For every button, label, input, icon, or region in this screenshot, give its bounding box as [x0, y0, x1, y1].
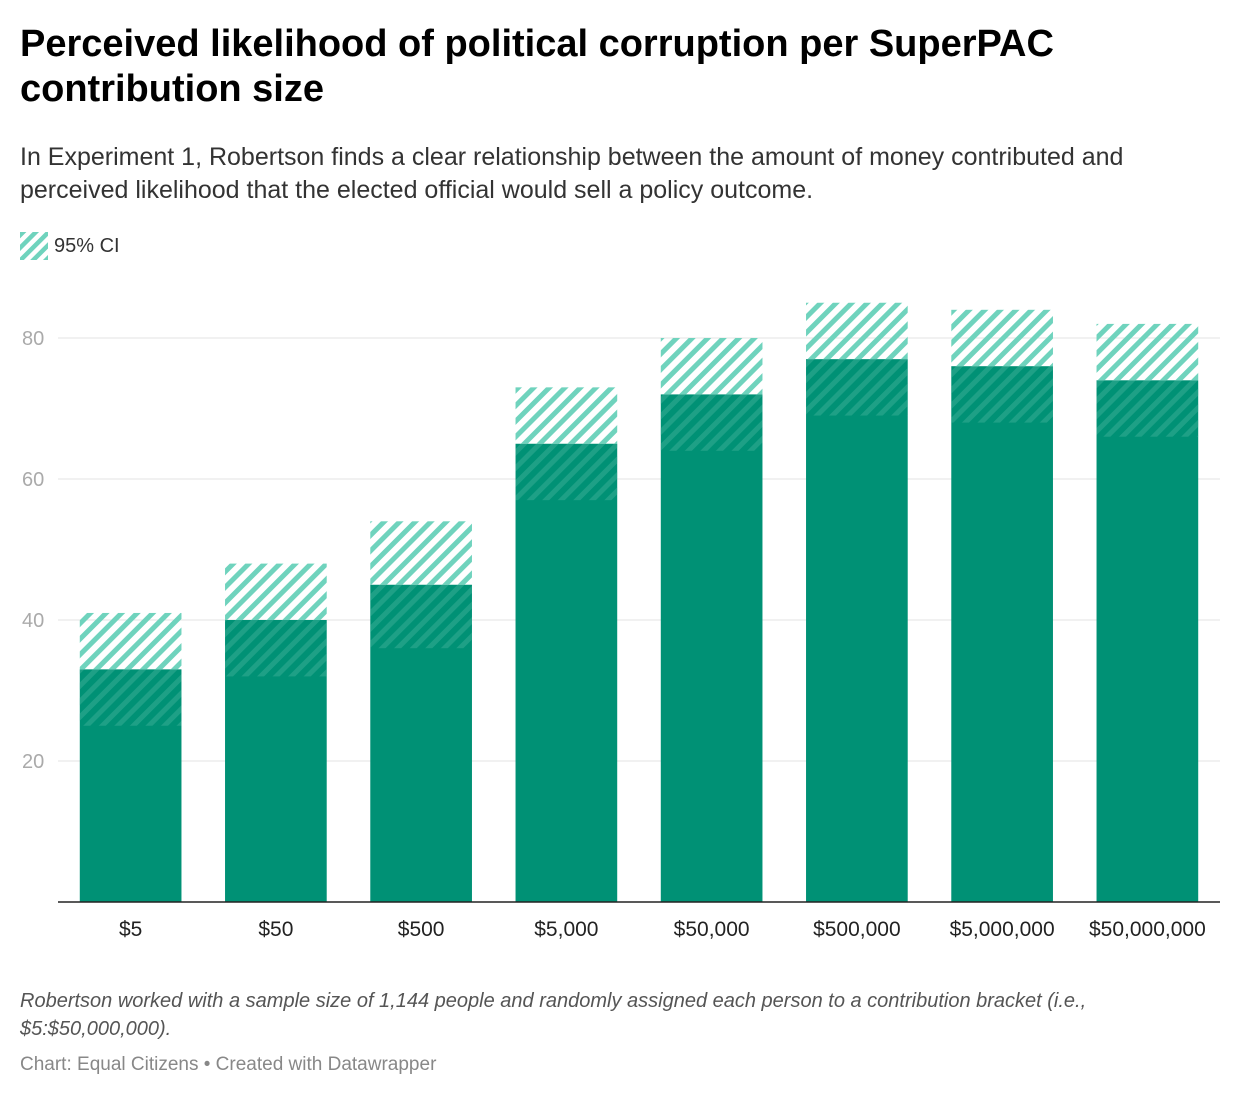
ci-hatch-swatch	[20, 232, 48, 260]
chart-source: Chart: Equal Citizens • Created with Dat…	[20, 1054, 437, 1075]
ci-upper-3	[515, 387, 618, 444]
ci-upper-4	[660, 338, 763, 395]
x-tick-label: $50,000	[674, 918, 750, 941]
axis-labels: 20 40 60 80 $5 $50 $500 $5,000 $50,000 $500,000 $5…	[22, 328, 1220, 941]
x-tick-label: $5	[119, 918, 142, 941]
x-tick-label: $50,000,000	[1089, 918, 1206, 941]
ci-lower-6	[951, 366, 1053, 423]
bars	[79, 302, 1199, 902]
ci-upper-7	[1096, 323, 1199, 381]
bar-chart: 20 40 60 80 $5 $50 $500 $5,000 $50,000 $500,000 $5…	[22, 302, 1220, 941]
ci-upper-2	[370, 521, 472, 585]
x-tick-label: $500,000	[813, 918, 901, 941]
legend: 95% CI	[20, 232, 120, 260]
legend-label-ci: 95% CI	[54, 234, 120, 257]
bar-7	[1096, 380, 1199, 902]
ci-upper-5	[806, 302, 908, 360]
bar-5	[806, 359, 908, 902]
chart-subtitle: In Experiment 1, Robertson finds a clear…	[20, 143, 1124, 204]
ci-lower-3	[515, 443, 618, 501]
ci-lower-4	[660, 394, 763, 451]
ci-lower-7	[1096, 380, 1199, 437]
y-tick-label: 60	[22, 469, 44, 491]
chart-notes: Robertson worked with a sample size of 1…	[20, 990, 1087, 1040]
bar-4	[660, 394, 763, 902]
y-tick-label: 40	[22, 610, 44, 632]
x-tick-label: $5,000,000	[950, 918, 1055, 941]
ci-upper-0	[79, 612, 182, 670]
ci-upper-6	[951, 309, 1053, 367]
ci-upper-1	[225, 563, 327, 620]
chart-title: Perceived likelihood of political corrup…	[20, 23, 1054, 110]
ci-lower-1	[225, 620, 327, 677]
y-tick-label: 80	[22, 328, 44, 350]
y-tick-label: 20	[22, 751, 44, 773]
bar-6	[951, 366, 1053, 902]
x-tick-label: $500	[398, 918, 445, 941]
x-tick-label: $50	[258, 918, 293, 941]
bar-3	[515, 443, 618, 902]
x-tick-label: $5,000	[534, 918, 598, 941]
ci-lower-2	[370, 584, 472, 649]
ci-lower-5	[806, 359, 908, 416]
ci-lower-0	[79, 669, 182, 726]
